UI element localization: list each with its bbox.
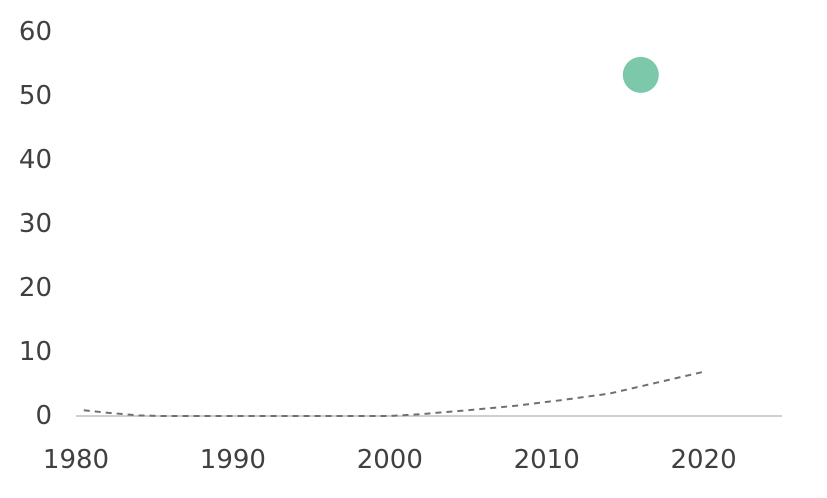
x-tick-label: 2020 [670, 445, 736, 475]
y-tick-label: 40 [19, 145, 52, 175]
y-tick-label: 50 [19, 81, 52, 111]
x-axis-tick-labels: 1980 1990 2000 2010 2020 [43, 445, 737, 475]
x-tick-label: 1990 [200, 445, 266, 475]
x-tick-label: 1980 [43, 445, 109, 475]
y-tick-label: 10 [19, 337, 52, 367]
plot-area [83, 56, 704, 417]
y-tick-label: 60 [19, 17, 52, 47]
x-tick-label: 2000 [357, 445, 423, 475]
scatter-point [622, 56, 659, 93]
y-tick-label: 30 [19, 209, 52, 239]
x-tick-label: 2010 [514, 445, 580, 475]
trend-line [83, 370, 704, 417]
y-tick-label: 20 [19, 273, 52, 303]
y-tick-label: 0 [35, 401, 52, 431]
y-axis-tick-labels: 0 10 20 30 40 50 60 [19, 17, 52, 431]
